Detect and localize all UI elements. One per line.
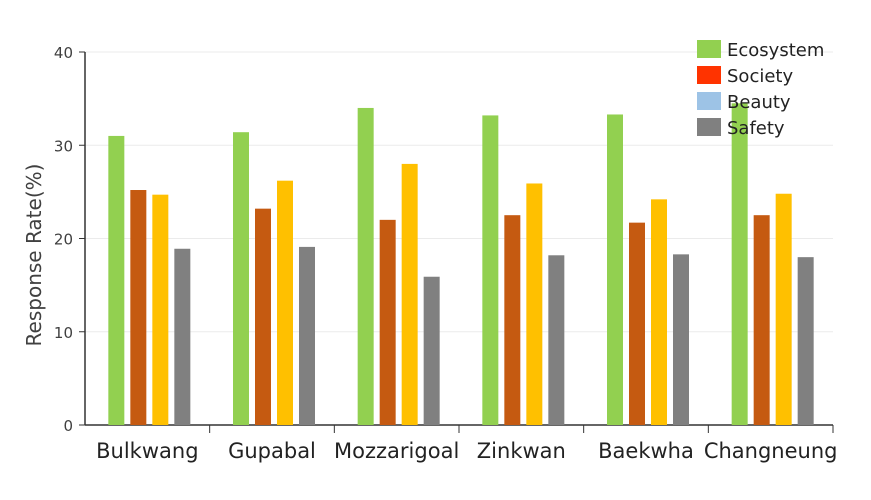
legend-swatch <box>697 92 721 110</box>
bar <box>775 193 792 425</box>
legend-swatch <box>697 66 721 84</box>
bar <box>607 114 623 425</box>
bar <box>255 208 271 425</box>
legend-swatch <box>697 40 721 58</box>
bar <box>673 254 689 425</box>
bar <box>401 163 418 425</box>
bar <box>130 190 147 425</box>
legend-label: Ecosystem <box>727 40 824 61</box>
y-tick-label: 10 <box>54 324 73 342</box>
y-tick-label: 40 <box>54 44 73 62</box>
legend-label: Beauty <box>727 92 791 113</box>
bar <box>357 107 374 425</box>
bar <box>629 222 645 425</box>
bars <box>108 103 814 426</box>
bar <box>731 103 748 425</box>
y-tick-label: 30 <box>54 137 73 155</box>
y-tick-label: 0 <box>63 417 73 435</box>
legend-label: Society <box>727 66 793 87</box>
bar <box>423 276 440 425</box>
x-tick-label: Gupabal <box>228 439 316 463</box>
bar <box>504 215 521 425</box>
bar <box>108 135 125 426</box>
x-tick-label: Mozzarigoal <box>334 439 459 463</box>
legend-label: Safety <box>727 118 785 139</box>
bar <box>152 194 169 425</box>
bar <box>797 257 814 425</box>
x-tick-label: Baekwha <box>598 439 694 463</box>
x-tick-label: Bulkwang <box>96 439 198 463</box>
y-axis-label: Response Rate(%) <box>22 164 46 347</box>
x-tick-label: Zinkwan <box>477 439 566 463</box>
bar <box>174 248 191 425</box>
legend-swatch <box>697 118 721 136</box>
bar <box>548 255 565 425</box>
legend: Ecosystem Society Beauty Safety <box>697 40 824 139</box>
x-axis: Bulkwang Gupabal Mozzarigoal Zinkwan Baekwha… <box>96 425 838 463</box>
x-tick-label: Changneung <box>704 439 838 463</box>
bar <box>299 246 315 425</box>
bar <box>233 132 249 425</box>
bar <box>482 115 499 425</box>
y-tick-label: 20 <box>54 231 73 249</box>
bar <box>526 183 543 425</box>
bar <box>651 199 667 425</box>
bar <box>379 219 396 425</box>
bar <box>277 180 293 425</box>
bar <box>753 215 770 425</box>
